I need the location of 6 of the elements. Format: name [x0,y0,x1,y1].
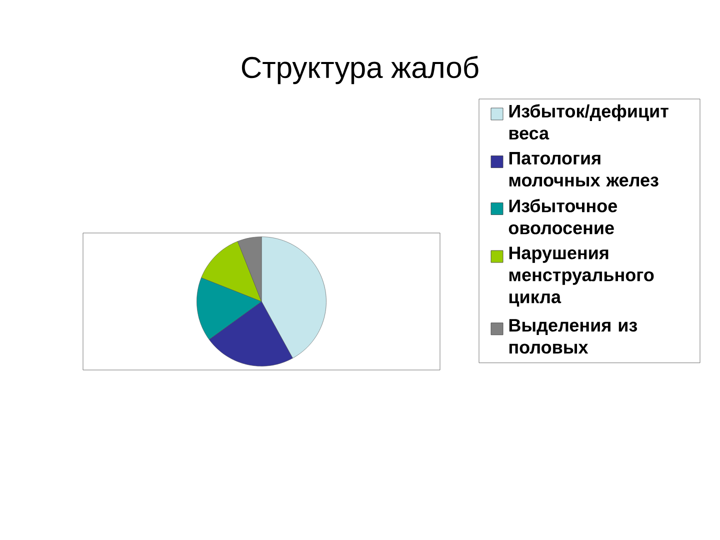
legend-label: Патология молочных желез [509,152,658,187]
chart-title: Структура жалоб [242,56,478,84]
legend-label: Избыток/дефицит веса [509,104,668,140]
legend-label: Нарушения менструального цикла [509,246,654,307]
legend-label: Выделения из половых [509,319,638,354]
legend-label: Избыточное оволосение [508,198,618,234]
